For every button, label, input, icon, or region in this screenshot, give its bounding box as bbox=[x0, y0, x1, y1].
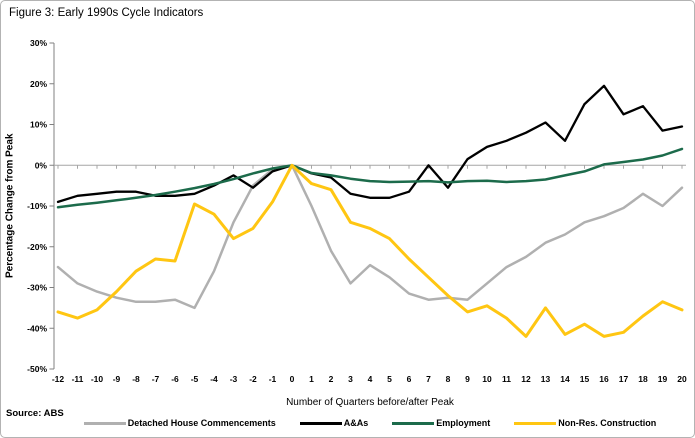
legend-label: Employment bbox=[436, 418, 491, 428]
x-tick-label: 8 bbox=[446, 374, 451, 384]
y-axis: 30% 20% 10% 0% -10% -20% -30% -40% -50% bbox=[27, 38, 55, 374]
x-tick-labels: -12 -11 -10 -9 -8 -7 -6 -5 -4 -3 -2 -1 0 1 2 3 4 5 6 7 8 9 10 1… bbox=[52, 374, 687, 384]
x-tick-label: 15 bbox=[580, 374, 590, 384]
y-tick-label: 20% bbox=[30, 79, 47, 89]
legend-swatch bbox=[83, 421, 126, 425]
x-tick-label: 6 bbox=[407, 374, 412, 384]
legend-item: Detached House Commencements bbox=[83, 418, 276, 428]
chart-legend: Detached House Commencements A&As Employme… bbox=[54, 418, 686, 428]
y-tick-label: 30% bbox=[30, 38, 47, 48]
x-tick-label: 17 bbox=[619, 374, 629, 384]
y-tick-label: -20% bbox=[27, 242, 47, 252]
x-tick-label: 20 bbox=[677, 374, 687, 384]
y-tick-label: 0% bbox=[35, 160, 48, 170]
legend-label: Detached House Commencements bbox=[127, 418, 276, 428]
series-line bbox=[56, 163, 684, 338]
x-axis-title: Number of Quarters before/after Peak bbox=[286, 397, 454, 408]
x-tick-label: 1 bbox=[309, 374, 314, 384]
x-tick-label: 12 bbox=[521, 374, 531, 384]
x-tick-label: -2 bbox=[249, 374, 257, 384]
x-tick-label: 4 bbox=[368, 374, 373, 384]
series-line bbox=[56, 84, 684, 204]
x-tick-label: -8 bbox=[132, 374, 140, 384]
x-tick-label: 18 bbox=[638, 374, 648, 384]
figure-title: Figure 3: Early 1990s Cycle Indicators bbox=[9, 7, 204, 19]
legend-label: A&As bbox=[343, 418, 369, 428]
x-tick-label: 14 bbox=[560, 374, 570, 384]
x-tick-label: 3 bbox=[348, 374, 353, 384]
x-tick-label: -10 bbox=[91, 374, 104, 384]
x-tick-label: 10 bbox=[482, 374, 492, 384]
legend-item: Non-Res. Construction bbox=[514, 418, 656, 428]
x-tick-label: 19 bbox=[658, 374, 668, 384]
x-tick-label: -4 bbox=[210, 374, 218, 384]
x-tick-label: -6 bbox=[171, 374, 179, 384]
x-tick-label: -1 bbox=[269, 374, 277, 384]
x-tick-label: 16 bbox=[599, 374, 609, 384]
x-tick-label: 9 bbox=[465, 374, 470, 384]
y-tick-label: -10% bbox=[27, 201, 47, 211]
x-tick-label: 11 bbox=[502, 374, 511, 384]
x-tick-label: -11 bbox=[72, 374, 84, 384]
legend-swatch bbox=[514, 421, 557, 425]
legend-swatch bbox=[299, 421, 342, 425]
legend-item: A&As bbox=[299, 418, 369, 428]
x-tick-label: 0 bbox=[290, 374, 295, 384]
x-tick-label: -9 bbox=[113, 374, 121, 384]
series-line bbox=[56, 164, 684, 310]
y-tick-label: -50% bbox=[27, 364, 47, 374]
x-tick-label: -5 bbox=[191, 374, 199, 384]
x-tick-label: -3 bbox=[230, 374, 238, 384]
y-axis-title: Percentage Change from Peak bbox=[4, 133, 16, 279]
y-tick-label: 10% bbox=[30, 120, 47, 130]
x-tick-label: 2 bbox=[329, 374, 334, 384]
series-line bbox=[56, 147, 684, 209]
x-tick-label: 13 bbox=[541, 374, 551, 384]
x-tick-label: 5 bbox=[387, 374, 392, 384]
legend-swatch bbox=[392, 421, 435, 425]
x-tick-label: -7 bbox=[152, 374, 160, 384]
source-note: Source: ABS bbox=[6, 408, 64, 419]
y-tick-label: -40% bbox=[27, 323, 47, 333]
x-tick-label: 7 bbox=[426, 374, 431, 384]
y-tick-label: -30% bbox=[27, 283, 47, 293]
legend-item: Employment bbox=[392, 418, 490, 428]
legend-label: Non-Res. Construction bbox=[558, 418, 657, 428]
x-tick-label: -12 bbox=[52, 374, 65, 384]
